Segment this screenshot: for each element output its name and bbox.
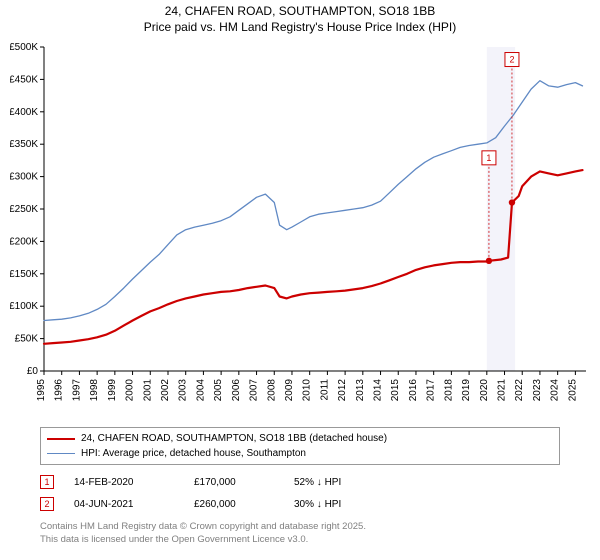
- svg-text:1995: 1995: [36, 379, 47, 402]
- svg-text:2025: 2025: [567, 379, 578, 402]
- svg-text:1997: 1997: [71, 379, 82, 402]
- transaction-row: 2 04-JUN-2021 £260,000 30% ↓ HPI: [40, 493, 560, 515]
- svg-text:£50K: £50K: [15, 334, 39, 345]
- svg-text:2020: 2020: [479, 379, 490, 402]
- svg-text:2004: 2004: [195, 379, 206, 402]
- footer-line-2: This data is licensed under the Open Gov…: [40, 534, 590, 546]
- svg-text:2015: 2015: [390, 379, 401, 402]
- legend-swatch: [47, 453, 75, 454]
- legend-item: 24, CHAFEN ROAD, SOUTHAMPTON, SO18 1BB (…: [47, 431, 553, 446]
- svg-text:£350K: £350K: [10, 139, 38, 150]
- transaction-marker: 1: [40, 475, 54, 489]
- svg-text:2010: 2010: [302, 379, 313, 402]
- svg-text:2009: 2009: [284, 379, 295, 402]
- chart-title: 24, CHAFEN ROAD, SOUTHAMPTON, SO18 1BB P…: [0, 0, 600, 37]
- transaction-pct-vs-hpi: 52% ↓ HPI: [294, 477, 404, 488]
- svg-text:2011: 2011: [319, 379, 330, 401]
- svg-text:1: 1: [486, 153, 491, 163]
- svg-text:2022: 2022: [514, 379, 525, 402]
- svg-text:2012: 2012: [337, 379, 348, 402]
- legend-label: 24, CHAFEN ROAD, SOUTHAMPTON, SO18 1BB (…: [81, 431, 387, 446]
- svg-text:£300K: £300K: [10, 172, 38, 183]
- legend: 24, CHAFEN ROAD, SOUTHAMPTON, SO18 1BB (…: [40, 427, 560, 465]
- svg-text:2007: 2007: [249, 379, 260, 402]
- title-line-2: Price paid vs. HM Land Registry's House …: [0, 20, 600, 36]
- title-line-1: 24, CHAFEN ROAD, SOUTHAMPTON, SO18 1BB: [0, 4, 600, 20]
- legend-label: HPI: Average price, detached house, Sout…: [81, 446, 306, 461]
- svg-text:£150K: £150K: [10, 269, 38, 280]
- svg-text:£500K: £500K: [10, 42, 38, 53]
- svg-text:2017: 2017: [426, 379, 437, 402]
- svg-text:2005: 2005: [213, 379, 224, 402]
- svg-text:2008: 2008: [266, 379, 277, 402]
- transaction-date: 14-FEB-2020: [74, 477, 174, 488]
- svg-text:2003: 2003: [178, 379, 189, 402]
- svg-text:£450K: £450K: [10, 75, 38, 86]
- legend-item: HPI: Average price, detached house, Sout…: [47, 446, 553, 461]
- footer-line-1: Contains HM Land Registry data © Crown c…: [40, 521, 590, 533]
- legend-swatch: [47, 438, 75, 440]
- transaction-price: £170,000: [194, 477, 274, 488]
- svg-text:£200K: £200K: [10, 237, 38, 248]
- transaction-row: 1 14-FEB-2020 £170,000 52% ↓ HPI: [40, 471, 560, 493]
- transaction-marker: 2: [40, 497, 54, 511]
- svg-text:2021: 2021: [497, 379, 508, 402]
- transaction-pct-vs-hpi: 30% ↓ HPI: [294, 499, 404, 510]
- svg-text:2016: 2016: [408, 379, 419, 402]
- svg-text:£250K: £250K: [10, 204, 38, 215]
- svg-text:1998: 1998: [89, 379, 100, 402]
- svg-text:2013: 2013: [355, 379, 366, 402]
- footer-attribution: Contains HM Land Registry data © Crown c…: [40, 521, 590, 546]
- svg-text:2006: 2006: [231, 379, 242, 402]
- svg-text:£400K: £400K: [10, 107, 38, 118]
- svg-text:1996: 1996: [54, 379, 65, 402]
- svg-text:2000: 2000: [125, 379, 136, 402]
- svg-text:2019: 2019: [461, 379, 472, 402]
- transaction-date: 04-JUN-2021: [74, 499, 174, 510]
- svg-text:2014: 2014: [373, 379, 384, 402]
- transactions-table: 1 14-FEB-2020 £170,000 52% ↓ HPI 2 04-JUN-202…: [40, 471, 560, 515]
- chart-area: £0 £50K £100K £150K £200K £250K £300K £350K £400…: [10, 41, 590, 421]
- transaction-price: £260,000: [194, 499, 274, 510]
- svg-text:£100K: £100K: [10, 301, 38, 312]
- svg-text:2018: 2018: [443, 379, 454, 402]
- svg-text:2: 2: [509, 55, 514, 65]
- svg-text:£0: £0: [27, 366, 39, 377]
- svg-text:2002: 2002: [160, 379, 171, 402]
- svg-text:2001: 2001: [142, 379, 153, 402]
- svg-text:2024: 2024: [550, 379, 561, 402]
- svg-text:2023: 2023: [532, 379, 543, 402]
- svg-text:1999: 1999: [107, 379, 118, 402]
- line-chart: £0 £50K £100K £150K £200K £250K £300K £350K £400…: [10, 41, 590, 421]
